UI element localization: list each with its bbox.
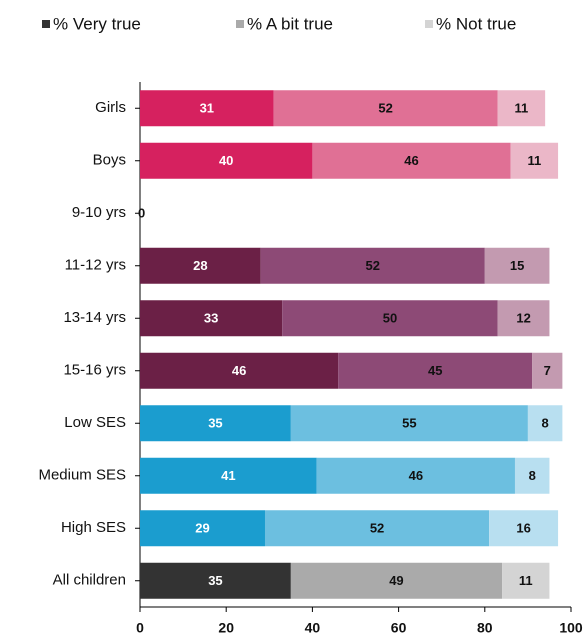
value-label: 52 <box>378 101 392 116</box>
bar-segment <box>140 90 274 127</box>
value-label: 40 <box>219 153 233 168</box>
value-label: 46 <box>404 153 418 168</box>
bar-segment <box>140 247 261 284</box>
value-label: 49 <box>389 573 403 588</box>
bar-segment <box>140 405 291 442</box>
bar-segment <box>264 510 490 547</box>
bar-segment <box>502 562 550 599</box>
value-label: 41 <box>221 468 235 483</box>
value-label: 35 <box>208 416 222 431</box>
value-label: 8 <box>542 416 549 431</box>
bar-segment <box>140 562 291 599</box>
value-label: 52 <box>366 258 380 273</box>
value-label: 50 <box>383 311 397 326</box>
value-label: 52 <box>370 521 384 536</box>
bar-segment <box>514 457 550 494</box>
bar-segment <box>140 142 313 179</box>
bar-segment <box>140 352 339 389</box>
value-label: 46 <box>232 363 246 378</box>
legend-label: % Very true <box>53 14 141 33</box>
y-tick-label: Medium SES <box>38 467 126 484</box>
value-label: 33 <box>204 311 218 326</box>
y-tick-label: 9-10 yrs <box>72 204 126 221</box>
y-tick-label: 11-12 yrs <box>65 257 126 274</box>
x-tick-label: 100 <box>559 620 583 636</box>
bar-segment <box>484 247 550 284</box>
y-tick-label: Boys <box>93 152 126 169</box>
value-label: 46 <box>409 468 423 483</box>
bar-segment <box>527 405 563 442</box>
value-label: 12 <box>516 311 530 326</box>
value-label: 45 <box>428 363 442 378</box>
y-tick-label: High SES <box>61 519 126 536</box>
bar-segment <box>497 90 546 127</box>
bar-segment <box>312 142 511 179</box>
bar-segment <box>316 457 515 494</box>
legend-label: % Not true <box>436 14 516 33</box>
bar-segment <box>260 247 485 284</box>
legend-swatch <box>236 20 244 28</box>
bar-segment <box>532 352 563 389</box>
bar-segment <box>489 510 559 547</box>
bar-segment <box>497 300 550 337</box>
bar-segment <box>510 142 559 179</box>
value-label: 11 <box>527 153 541 168</box>
value-label: 55 <box>402 416 416 431</box>
value-label: 29 <box>195 521 209 536</box>
bar-segment <box>140 300 283 337</box>
bar-segment <box>140 510 265 547</box>
legend-swatch <box>425 20 433 28</box>
value-label: 7 <box>544 363 551 378</box>
y-tick-label: 13-14 yrs <box>63 309 126 326</box>
legend-label: % A bit true <box>247 14 333 33</box>
value-label: 15 <box>510 258 524 273</box>
y-tick-label: Girls <box>95 99 126 116</box>
value-label: 11 <box>519 573 533 588</box>
x-tick-label: 60 <box>391 620 407 636</box>
y-tick-label: Low SES <box>64 414 126 431</box>
y-tick-label: All children <box>53 572 126 589</box>
value-label: 31 <box>200 101 214 116</box>
value-label: 16 <box>516 521 530 536</box>
value-label: 8 <box>529 468 536 483</box>
bar-segment <box>338 352 533 389</box>
x-tick-label: 40 <box>305 620 321 636</box>
x-tick-label: 20 <box>218 620 234 636</box>
value-label: 35 <box>208 573 222 588</box>
bar-segment <box>273 90 498 127</box>
bar-segment <box>282 300 498 337</box>
x-tick-label: 80 <box>477 620 493 636</box>
bar-segment <box>140 457 317 494</box>
value-label: 11 <box>515 101 529 116</box>
value-label: 28 <box>193 258 207 273</box>
x-tick-label: 0 <box>136 620 144 636</box>
value-label: 0 <box>138 206 145 221</box>
legend-swatch <box>42 20 50 28</box>
bar-segment <box>290 562 503 599</box>
y-tick-label: 15-16 yrs <box>63 362 126 379</box>
bar-segment <box>290 405 528 442</box>
